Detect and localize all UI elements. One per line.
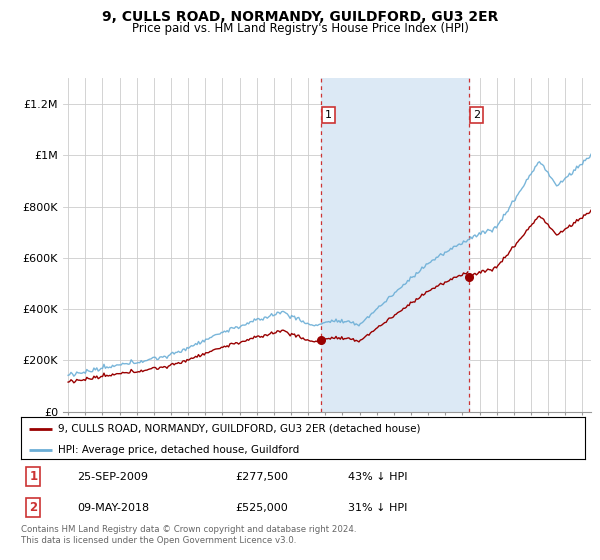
Text: 1: 1 bbox=[325, 110, 332, 120]
Text: 25-SEP-2009: 25-SEP-2009 bbox=[77, 472, 148, 482]
Bar bbox=[320, 78, 469, 412]
Text: £525,000: £525,000 bbox=[235, 503, 288, 513]
Text: 43% ↓ HPI: 43% ↓ HPI bbox=[348, 472, 407, 482]
Text: 2: 2 bbox=[29, 501, 37, 515]
Text: £277,500: £277,500 bbox=[235, 472, 289, 482]
Text: 9, CULLS ROAD, NORMANDY, GUILDFORD, GU3 2ER: 9, CULLS ROAD, NORMANDY, GUILDFORD, GU3 … bbox=[102, 10, 498, 24]
Text: 1: 1 bbox=[29, 470, 37, 483]
Text: 31% ↓ HPI: 31% ↓ HPI bbox=[348, 503, 407, 513]
Text: HPI: Average price, detached house, Guildford: HPI: Average price, detached house, Guil… bbox=[58, 445, 299, 455]
Text: 2: 2 bbox=[473, 110, 480, 120]
Text: Price paid vs. HM Land Registry's House Price Index (HPI): Price paid vs. HM Land Registry's House … bbox=[131, 22, 469, 35]
Text: 9, CULLS ROAD, NORMANDY, GUILDFORD, GU3 2ER (detached house): 9, CULLS ROAD, NORMANDY, GUILDFORD, GU3 … bbox=[58, 423, 420, 433]
Text: Contains HM Land Registry data © Crown copyright and database right 2024.
This d: Contains HM Land Registry data © Crown c… bbox=[21, 525, 356, 545]
Text: 09-MAY-2018: 09-MAY-2018 bbox=[77, 503, 149, 513]
